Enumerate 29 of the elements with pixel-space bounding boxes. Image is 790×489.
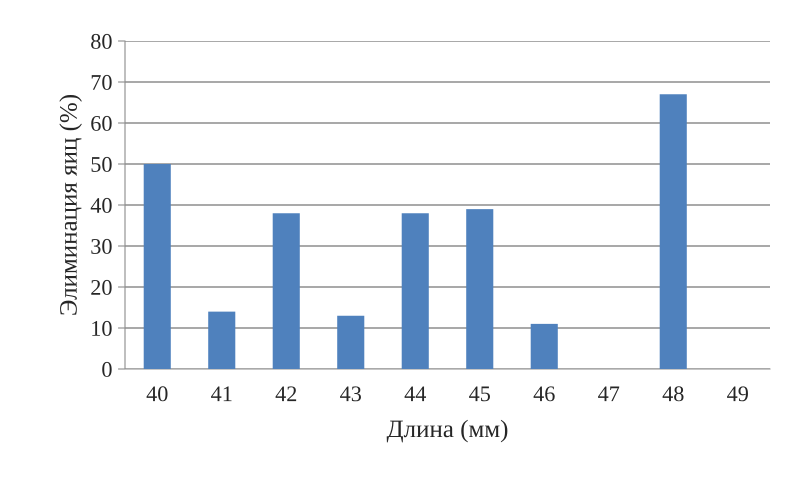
x-tick-label: 44 <box>404 386 426 402</box>
y-axis-title: Элиминация яиц (%) <box>59 95 82 315</box>
y-tick-label: 40 <box>90 198 112 213</box>
x-tick-label: 47 <box>598 386 620 402</box>
bar <box>530 324 558 369</box>
bar <box>208 312 236 369</box>
x-tick-label: 42 <box>276 386 296 402</box>
bar <box>272 213 300 369</box>
x-tick-label: 40 <box>146 386 168 402</box>
bar <box>144 164 171 369</box>
y-tick-label: 10 <box>92 320 112 336</box>
x-tick-label: 41 <box>211 386 232 402</box>
x-axis-title: Длина (мм) <box>386 420 508 442</box>
y-tick-label: 60 <box>91 116 112 131</box>
x-tick-label: 49 <box>727 386 748 402</box>
bar <box>337 316 364 369</box>
bar <box>660 94 687 369</box>
y-tick-label: 70 <box>92 74 112 90</box>
x-tick-label: 45 <box>469 386 490 402</box>
bar <box>466 209 494 369</box>
y-tick-label: 0 <box>102 362 112 377</box>
x-tick-label: 46 <box>534 386 555 402</box>
y-tick-label: 80 <box>91 34 112 49</box>
x-tick-label: 43 <box>340 386 361 402</box>
y-tick-label: 50 <box>92 156 112 172</box>
x-tick-label: 48 <box>662 386 684 402</box>
y-tick-label: 30 <box>91 238 112 254</box>
y-tick-label: 20 <box>91 280 112 295</box>
bar <box>402 213 429 369</box>
